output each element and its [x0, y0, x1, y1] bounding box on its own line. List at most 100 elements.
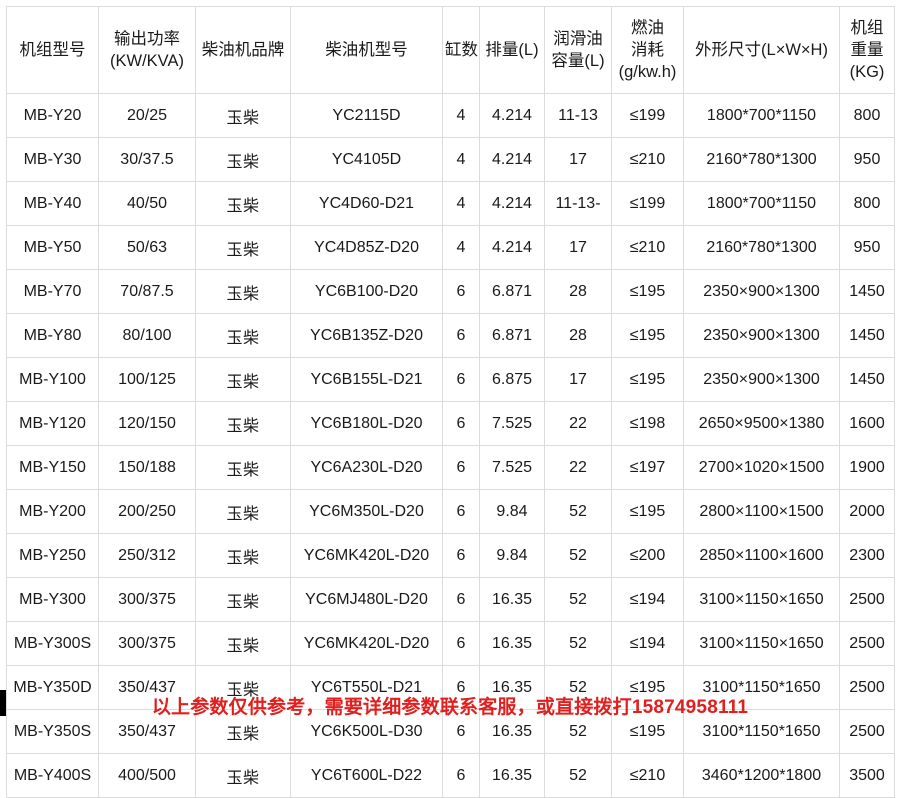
- cell-displacement: 9.84: [479, 533, 545, 578]
- cell-oil_capacity: 28: [544, 313, 612, 358]
- cell-displacement: 7.525: [479, 445, 545, 490]
- cell-fuel_consume: ≤199: [611, 181, 684, 226]
- cell-oil_capacity: 52: [544, 665, 612, 710]
- column-header-oil_capacity: 润滑油容量(L): [544, 6, 612, 94]
- column-header-weight: 机组 重量 (KG): [839, 6, 895, 94]
- cell-oil_capacity: 52: [544, 577, 612, 622]
- column-header-line: 燃油: [631, 18, 664, 37]
- cell-brand: 玉柴: [195, 665, 291, 710]
- table-row: MB-Y120 120/150 玉柴 YC6B180L-D20 6 7.525 22 ≤198…: [6, 401, 895, 446]
- cell-displacement: 4.214: [479, 225, 545, 270]
- cell-engine_model: YC6B100-D20: [290, 269, 443, 314]
- cell-displacement: 7.525: [479, 401, 545, 446]
- cell-displacement: 6.871: [479, 269, 545, 314]
- table-row: MB-Y200 200/250 玉柴 YC6M350L-D20 6 9.84 52 ≤195 2…: [6, 489, 895, 534]
- cell-power: 120/150: [98, 401, 196, 446]
- cell-fuel_consume: ≤210: [611, 753, 684, 798]
- cell-dimensions: 3100×1150×1650: [683, 577, 840, 622]
- cell-dimensions: 2850×1100×1600: [683, 533, 840, 578]
- cell-oil_capacity: 11-13: [544, 93, 612, 138]
- table-row: MB-Y150 150/188 玉柴 YC6A230L-D20 6 7.525 22 ≤197…: [6, 445, 895, 490]
- cell-power: 40/50: [98, 181, 196, 226]
- cell-model: MB-Y30: [6, 137, 99, 182]
- cell-cylinders: 6: [442, 533, 480, 578]
- cell-power: 100/125: [98, 357, 196, 402]
- cell-cylinders: 6: [442, 577, 480, 622]
- cell-fuel_consume: ≤199: [611, 93, 684, 138]
- cell-brand: 玉柴: [195, 225, 291, 270]
- cell-power: 200/250: [98, 489, 196, 534]
- cell-model: MB-Y120: [6, 401, 99, 446]
- cell-brand: 玉柴: [195, 489, 291, 534]
- cell-brand: 玉柴: [195, 181, 291, 226]
- column-header-line: 柴油机型号: [325, 40, 408, 59]
- cell-dimensions: 3460*1200*1800: [683, 753, 840, 798]
- table-row: MB-Y300 300/375 玉柴 YC6MJ480L-D20 6 16.35 52 ≤19…: [6, 577, 895, 622]
- cell-brand: 玉柴: [195, 753, 291, 798]
- cell-dimensions: 2700×1020×1500: [683, 445, 840, 490]
- cell-brand: 玉柴: [195, 93, 291, 138]
- column-header-line: 容量(L): [551, 52, 605, 70]
- table-row: MB-Y40 40/50 玉柴 YC4D60-D21 4 4.214 11-13- ≤199 1…: [6, 181, 895, 226]
- cell-fuel_consume: ≤195: [611, 269, 684, 314]
- cell-cylinders: 6: [442, 313, 480, 358]
- cell-displacement: 6.871: [479, 313, 545, 358]
- cell-brand: 玉柴: [195, 137, 291, 182]
- cell-oil_capacity: 28: [544, 269, 612, 314]
- cell-fuel_consume: ≤210: [611, 225, 684, 270]
- column-header-model: 机组型号: [6, 6, 99, 94]
- cell-engine_model: YC6M350L-D20: [290, 489, 443, 534]
- cell-displacement: 16.35: [479, 665, 545, 710]
- cell-oil_capacity: 52: [544, 533, 612, 578]
- cell-displacement: 4.214: [479, 181, 545, 226]
- spec-table-page: 机组型号 输出功率 (KW/KVA) 柴油机品牌 柴油机型号 缸数 排量(L) 润滑油 容量(L…: [0, 6, 895, 798]
- cell-fuel_consume: ≤200: [611, 533, 684, 578]
- cell-power: 300/375: [98, 577, 196, 622]
- column-header-line: 柴油机品牌: [201, 40, 285, 59]
- cell-brand: 玉柴: [195, 357, 291, 402]
- cell-engine_model: YC4D85Z-D20: [290, 225, 443, 270]
- cell-power: 70/87.5: [98, 269, 196, 314]
- cell-model: MB-Y70: [6, 269, 99, 314]
- column-header-line: 排量(L): [485, 40, 539, 59]
- column-header-power: 输出功率 (KW/KVA): [98, 6, 196, 94]
- column-header-dimensions: 外形尺寸(L×W×H): [683, 6, 840, 94]
- cell-weight: 2500: [839, 577, 895, 622]
- cell-weight: 1450: [839, 269, 895, 314]
- cell-power: 400/500: [98, 753, 196, 798]
- column-header-line: 润滑油: [553, 29, 603, 48]
- cell-model: MB-Y40: [6, 181, 99, 226]
- cell-model: MB-Y400S: [6, 753, 99, 798]
- header-row: 机组型号 输出功率 (KW/KVA) 柴油机品牌 柴油机型号 缸数 排量(L) 润滑油 容量(L…: [6, 6, 895, 94]
- cell-cylinders: 6: [442, 621, 480, 666]
- spec-table-container: 机组型号 输出功率 (KW/KVA) 柴油机品牌 柴油机型号 缸数 排量(L) 润滑油 容量(L…: [6, 6, 895, 798]
- cell-oil_capacity: 17: [544, 357, 612, 402]
- table-row: MB-Y250 250/312 玉柴 YC6MK420L-D20 6 9.84 52 ≤200…: [6, 533, 895, 578]
- cell-model: MB-Y300: [6, 577, 99, 622]
- cell-fuel_consume: ≤198: [611, 401, 684, 446]
- cell-weight: 1450: [839, 313, 895, 358]
- column-header-engine_model: 柴油机型号: [290, 6, 443, 94]
- cell-dimensions: 1800*700*1150: [683, 93, 840, 138]
- cell-fuel_consume: ≤195: [611, 313, 684, 358]
- cell-dimensions: 3100*1150*1650: [683, 665, 840, 710]
- cell-fuel_consume: ≤195: [611, 357, 684, 402]
- generator-spec-table: 机组型号 输出功率 (KW/KVA) 柴油机品牌 柴油机型号 缸数 排量(L) 润滑油 容量(L…: [6, 6, 895, 798]
- cell-weight: 800: [839, 93, 895, 138]
- cell-fuel_consume: ≤195: [611, 489, 684, 534]
- table-row: MB-Y300S 300/375 玉柴 YC6MK420L-D20 6 16.35 52 ≤1…: [6, 621, 895, 666]
- cell-weight: 1600: [839, 401, 895, 446]
- column-header-line: 机组型号: [19, 40, 86, 59]
- cell-power: 250/312: [98, 533, 196, 578]
- column-header-line: (KG): [849, 63, 885, 82]
- cell-oil_capacity: 22: [544, 401, 612, 446]
- cell-brand: 玉柴: [195, 533, 291, 578]
- cell-cylinders: 6: [442, 401, 480, 446]
- cell-power: 80/100: [98, 313, 196, 358]
- cell-oil_capacity: 52: [544, 753, 612, 798]
- cell-model: MB-Y300S: [6, 621, 99, 666]
- cell-power: 300/375: [98, 621, 196, 666]
- cell-engine_model: YC6MJ480L-D20: [290, 577, 443, 622]
- cell-engine_model: YC4D60-D21: [290, 181, 443, 226]
- cell-power: 350/437: [98, 665, 196, 710]
